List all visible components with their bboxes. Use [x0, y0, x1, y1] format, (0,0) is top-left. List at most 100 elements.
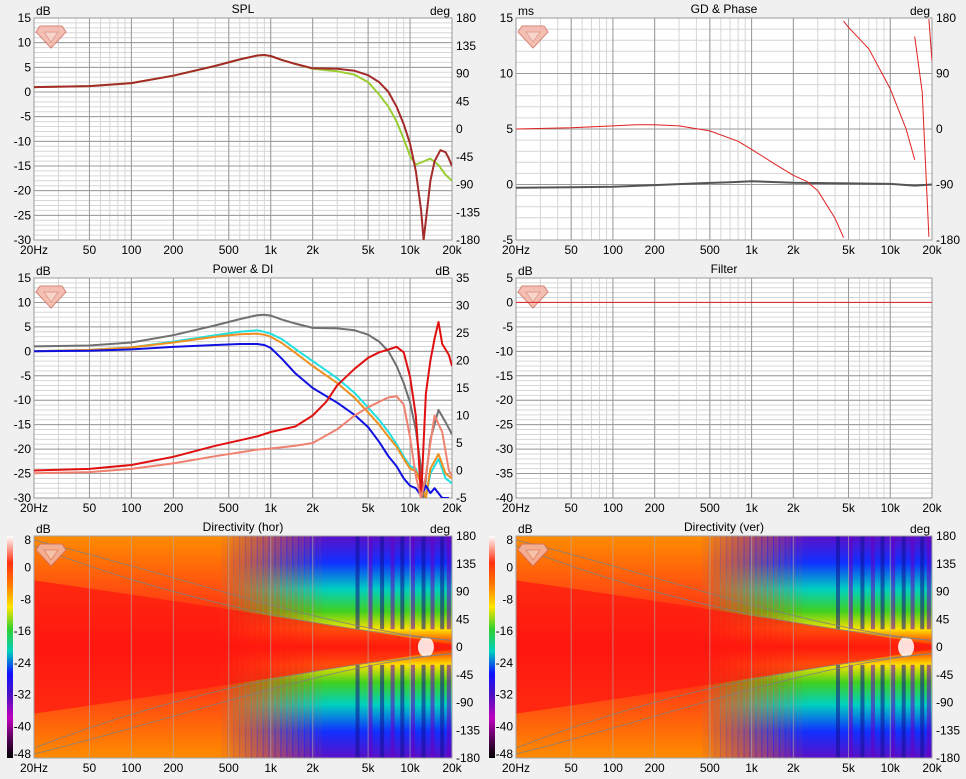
- y2-tick-label: 5: [456, 436, 463, 450]
- x-tick-label: 2k: [306, 243, 320, 257]
- heatmap-lobe: [860, 536, 865, 630]
- y2-tick-label: 45: [936, 612, 950, 626]
- x-tick-label: 10k: [881, 243, 901, 257]
- colorbar-tick-label: -40: [14, 719, 32, 733]
- x-tick-label: 100: [121, 761, 141, 775]
- y-tick-label: 15: [18, 271, 32, 285]
- y2-tick-label: -135: [936, 723, 960, 737]
- y-tick-label: -5: [20, 369, 31, 383]
- x-tick-label: 20k: [442, 243, 462, 257]
- x-tick-label: 5k: [842, 501, 856, 515]
- y2-tick-label: 45: [456, 94, 470, 108]
- chart-title: SPL: [232, 2, 255, 16]
- heatmap-lobe: [910, 536, 915, 630]
- contour-line: [34, 653, 452, 755]
- y2-tick-label: 90: [936, 67, 950, 81]
- y2-tick-label: 10: [456, 409, 470, 423]
- x-tick-label: 200: [163, 761, 183, 775]
- heatmap-lobe: [368, 536, 373, 630]
- x-tick-label: 100: [121, 501, 141, 515]
- colorbar-tick-label: -32: [14, 688, 32, 702]
- y-tick-label: -5: [20, 110, 31, 124]
- plot-area: [33, 17, 453, 241]
- x-tick-label: 500: [219, 761, 239, 775]
- plot-area: [33, 277, 453, 499]
- heatmap-lobe: [901, 664, 906, 758]
- x-tick-label: 500: [219, 243, 239, 257]
- x-tick-label: 1k: [745, 761, 759, 775]
- heatmap-lobe: [891, 536, 896, 630]
- x-tick-label: 10k: [400, 501, 420, 515]
- y2-tick-label: 0: [936, 122, 943, 136]
- y2-tick-label: -180: [936, 751, 960, 765]
- x-tick-label: 10k: [881, 501, 901, 515]
- colorbar-tick-label: 0: [506, 561, 513, 575]
- y-tick-label: 0: [24, 85, 31, 99]
- heatmap-lobe: [430, 536, 435, 630]
- y2-tick-label: 30: [456, 299, 470, 313]
- heatmap-lobe: [368, 664, 373, 758]
- x-tick-label: 2k: [787, 501, 801, 515]
- x-tick-label: 50: [83, 501, 97, 515]
- contour-line: [34, 545, 452, 641]
- colorbar: [7, 536, 13, 758]
- heatmap-lobe: [390, 664, 395, 758]
- heatmap-lobe: [920, 536, 925, 630]
- y2-tick-label: -180: [456, 751, 480, 765]
- y2-tick-label: -90: [936, 178, 954, 192]
- x-tick-label: 5k: [362, 501, 376, 515]
- y-axis-unit: ms: [518, 4, 534, 18]
- y2-tick-label: 15: [456, 381, 470, 395]
- y-tick-label: -30: [14, 491, 32, 505]
- y2-axis-unit: deg: [910, 4, 930, 18]
- y2-axis-unit: dB: [435, 264, 450, 278]
- heatmap-lobe: [848, 536, 853, 630]
- heatmap-lobe: [920, 664, 925, 758]
- y2-tick-label: 135: [456, 557, 476, 571]
- y-tick-label: -20: [14, 184, 32, 198]
- x-tick-label: 500: [700, 243, 720, 257]
- y2-tick-label: 90: [456, 585, 470, 599]
- x-tick-label: 2k: [306, 501, 320, 515]
- series-line-di_salmon: [34, 395, 452, 498]
- y-tick-label: -30: [14, 233, 32, 247]
- logo-watermark: [35, 543, 67, 567]
- y-tick-label: -25: [14, 467, 32, 481]
- plot-frame: [515, 535, 933, 759]
- x-tick-label: 500: [700, 501, 720, 515]
- y-tick-label: 10: [18, 295, 32, 309]
- heatmap-lobe: [380, 536, 385, 630]
- x-tick-label: 5k: [362, 243, 376, 257]
- contour-line: [516, 653, 932, 749]
- y2-tick-label: 180: [456, 529, 476, 543]
- y-tick-label: -30: [496, 442, 514, 456]
- x-tick-label: 20k: [442, 501, 462, 515]
- heatmap-lobe: [411, 664, 416, 758]
- x-tick-label: 50: [565, 243, 579, 257]
- x-tick-label: 20Hz: [20, 501, 48, 515]
- heatmap-lobe: [870, 536, 875, 630]
- y-axis-unit: dB: [36, 264, 51, 278]
- y-tick-label: 5: [506, 122, 513, 136]
- plot-frame: [33, 535, 453, 759]
- colorbar-tick-label: -24: [14, 656, 32, 670]
- y2-tick-label: 0: [456, 640, 463, 654]
- y-tick-label: -10: [496, 344, 514, 358]
- heatmap-lobe: [848, 664, 853, 758]
- heatmap-lobe: [400, 536, 405, 630]
- y2-tick-label: 135: [936, 557, 956, 571]
- y2-tick-label: -135: [456, 205, 480, 219]
- heatmap-field: [516, 536, 932, 758]
- logo-watermark: [517, 285, 549, 309]
- x-tick-label: 10k: [400, 761, 420, 775]
- y-tick-label: -15: [14, 418, 32, 432]
- x-tick-label: 20Hz: [502, 501, 530, 515]
- heatmap-hotspot: [898, 637, 915, 657]
- heatmap-lobe: [870, 664, 875, 758]
- y2-tick-label: 25: [456, 326, 470, 340]
- x-tick-label: 200: [645, 761, 665, 775]
- heatmap-lobe: [400, 664, 405, 758]
- y-tick-label: 10: [500, 67, 514, 81]
